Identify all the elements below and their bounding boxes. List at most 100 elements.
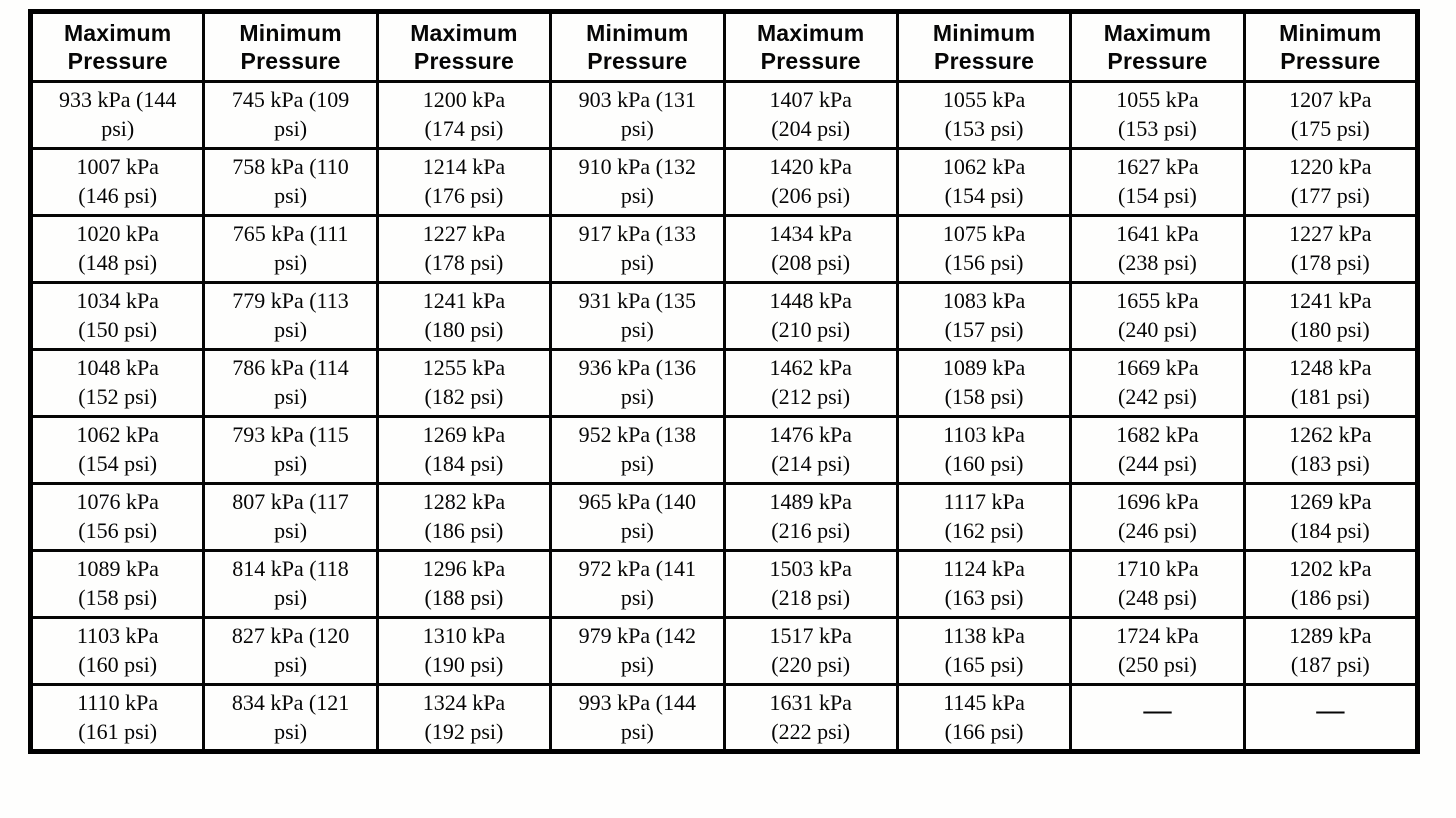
table-cell: 1055 kPa (153 psi): [895, 80, 1073, 150]
table-cell: 1214 kPa (176 psi): [375, 147, 553, 217]
table-cell: 1631 kPa (222 psi): [722, 683, 899, 753]
table-row: 1034 kPa (150 psi) 779 kPa (113 psi) 1241 …: [28, 281, 1420, 351]
table-cell: 1269 kPa (184 psi): [375, 415, 553, 485]
table-row: 933 kPa (144 psi) 745 kPa (109 psi) 1200 k…: [28, 80, 1420, 150]
table-row: 1062 kPa (154 psi) 793 kPa (115 psi) 1269 …: [28, 415, 1420, 485]
table-cell: 1055 kPa (153 psi): [1069, 80, 1246, 150]
table-body: 933 kPa (144 psi) 745 kPa (109 psi) 1200 k…: [28, 80, 1420, 753]
table-cell: 1627 kPa (154 psi): [1069, 147, 1246, 217]
pressure-table: Maximum Pressure Minimum Pressure Maximum …: [28, 9, 1420, 754]
table-cell: 814 kPa (118 psi): [202, 549, 379, 619]
table-cell: 1089 kPa (158 psi): [895, 348, 1073, 418]
table-cell: 1200 kPa (174 psi): [375, 80, 553, 150]
table-cell-empty-dash: —: [1242, 683, 1420, 753]
table-cell-empty-dash: —: [1069, 683, 1246, 753]
table-cell: 827 kPa (120 psi): [202, 616, 379, 686]
table-cell: 1007 kPa (146 psi): [28, 147, 206, 217]
column-header: Minimum Pressure: [202, 10, 379, 83]
table-cell: 1117 kPa (162 psi): [895, 482, 1073, 552]
header-row: Maximum Pressure Minimum Pressure Maximum …: [28, 10, 1420, 83]
table-cell: 1696 kPa (246 psi): [1069, 482, 1246, 552]
table-cell: 1220 kPa (177 psi): [1242, 147, 1420, 217]
table-cell: 1282 kPa (186 psi): [375, 482, 553, 552]
table-cell: 1503 kPa (218 psi): [722, 549, 899, 619]
table-cell: 1075 kPa (156 psi): [895, 214, 1073, 284]
table-cell: 1089 kPa (158 psi): [28, 549, 206, 619]
table-cell: 917 kPa (133 psi): [549, 214, 726, 284]
table-cell: 1207 kPa (175 psi): [1242, 80, 1420, 150]
table-cell: 1682 kPa (244 psi): [1069, 415, 1246, 485]
table-cell: 993 kPa (144 psi): [549, 683, 726, 753]
table-cell: 1434 kPa (208 psi): [722, 214, 899, 284]
table-cell: 972 kPa (141 psi): [549, 549, 726, 619]
table-row: 1020 kPa (148 psi) 765 kPa (111 psi) 1227 …: [28, 214, 1420, 284]
table-cell: 1227 kPa (178 psi): [375, 214, 553, 284]
table-cell: 1227 kPa (178 psi): [1242, 214, 1420, 284]
table-cell: 1138 kPa (165 psi): [895, 616, 1073, 686]
table-cell: 745 kPa (109 psi): [202, 80, 379, 150]
table-cell: 1255 kPa (182 psi): [375, 348, 553, 418]
column-header: Maximum Pressure: [28, 10, 206, 83]
column-header: Minimum Pressure: [1242, 10, 1420, 83]
table-cell: 807 kPa (117 psi): [202, 482, 379, 552]
table-cell: 1462 kPa (212 psi): [722, 348, 899, 418]
table-cell: 910 kPa (132 psi): [549, 147, 726, 217]
table-cell: 1110 kPa (161 psi): [28, 683, 206, 753]
table-cell: 903 kPa (131 psi): [549, 80, 726, 150]
table-cell: 1241 kPa (180 psi): [1242, 281, 1420, 351]
table-cell: 1145 kPa (166 psi): [895, 683, 1073, 753]
table-cell: 779 kPa (113 psi): [202, 281, 379, 351]
column-header: Maximum Pressure: [722, 10, 899, 83]
table-cell: 1083 kPa (157 psi): [895, 281, 1073, 351]
table-cell: 1241 kPa (180 psi): [375, 281, 553, 351]
table-cell: 936 kPa (136 psi): [549, 348, 726, 418]
table-cell: 765 kPa (111 psi): [202, 214, 379, 284]
table-cell: 1262 kPa (183 psi): [1242, 415, 1420, 485]
table-cell: 1724 kPa (250 psi): [1069, 616, 1246, 686]
table-cell: 1641 kPa (238 psi): [1069, 214, 1246, 284]
table-cell: 1420 kPa (206 psi): [722, 147, 899, 217]
table-cell: 952 kPa (138 psi): [549, 415, 726, 485]
table-row: 1089 kPa (158 psi) 814 kPa (118 psi) 1296 …: [28, 549, 1420, 619]
column-header: Maximum Pressure: [375, 10, 553, 83]
table-cell: 1202 kPa (186 psi): [1242, 549, 1420, 619]
table-cell: 1296 kPa (188 psi): [375, 549, 553, 619]
table-cell: 1324 kPa (192 psi): [375, 683, 553, 753]
table-cell: 1248 kPa (181 psi): [1242, 348, 1420, 418]
table-cell: 1407 kPa (204 psi): [722, 80, 899, 150]
column-header: Minimum Pressure: [549, 10, 726, 83]
table-cell: 1020 kPa (148 psi): [28, 214, 206, 284]
table-cell: 834 kPa (121 psi): [202, 683, 379, 753]
table-cell: 1517 kPa (220 psi): [722, 616, 899, 686]
table-row: 1076 kPa (156 psi) 807 kPa (117 psi) 1282 …: [28, 482, 1420, 552]
table-cell: 1076 kPa (156 psi): [28, 482, 206, 552]
table-cell: 1034 kPa (150 psi): [28, 281, 206, 351]
table-cell: 786 kPa (114 psi): [202, 348, 379, 418]
table-cell: 1476 kPa (214 psi): [722, 415, 899, 485]
table-cell: 1669 kPa (242 psi): [1069, 348, 1246, 418]
table-cell: 1489 kPa (216 psi): [722, 482, 899, 552]
table-cell: 1448 kPa (210 psi): [722, 281, 899, 351]
table-cell: 1062 kPa (154 psi): [895, 147, 1073, 217]
column-header: Maximum Pressure: [1069, 10, 1246, 83]
table-row: 1103 kPa (160 psi) 827 kPa (120 psi) 1310 …: [28, 616, 1420, 686]
table-cell: 793 kPa (115 psi): [202, 415, 379, 485]
table-row: 1007 kPa (146 psi) 758 kPa (110 psi) 1214 …: [28, 147, 1420, 217]
table-row: 1110 kPa (161 psi) 834 kPa (121 psi) 1324 …: [28, 683, 1420, 753]
table-cell: 1124 kPa (163 psi): [895, 549, 1073, 619]
table-cell: 1103 kPa (160 psi): [28, 616, 206, 686]
table-cell: 758 kPa (110 psi): [202, 147, 379, 217]
table-cell: 965 kPa (140 psi): [549, 482, 726, 552]
table-cell: 1289 kPa (187 psi): [1242, 616, 1420, 686]
column-header: Minimum Pressure: [895, 10, 1073, 83]
table-cell: 979 kPa (142 psi): [549, 616, 726, 686]
table-cell: 1269 kPa (184 psi): [1242, 482, 1420, 552]
table-cell: 1710 kPa (248 psi): [1069, 549, 1246, 619]
table-cell: 1062 kPa (154 psi): [28, 415, 206, 485]
table-row: 1048 kPa (152 psi) 786 kPa (114 psi) 1255 …: [28, 348, 1420, 418]
table-cell: 1310 kPa (190 psi): [375, 616, 553, 686]
table-cell: 1103 kPa (160 psi): [895, 415, 1073, 485]
table-cell: 931 kPa (135 psi): [549, 281, 726, 351]
table-cell: 1655 kPa (240 psi): [1069, 281, 1246, 351]
table-cell: 933 kPa (144 psi): [28, 80, 206, 150]
